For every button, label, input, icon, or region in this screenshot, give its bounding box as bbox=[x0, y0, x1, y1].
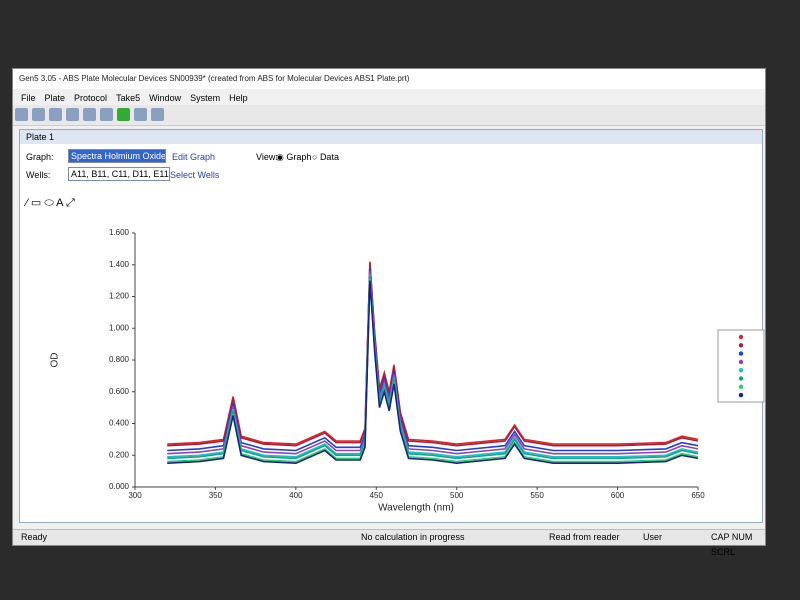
plate-title: Plate 1 bbox=[20, 130, 762, 144]
status-reader: Read from reader bbox=[549, 532, 620, 542]
view-graph[interactable]: ◉ Graph bbox=[276, 152, 312, 162]
tool-button[interactable] bbox=[100, 108, 113, 121]
view-label: View: bbox=[256, 152, 278, 162]
graph-label: Graph: bbox=[26, 152, 54, 162]
view-data[interactable]: ○ Data bbox=[312, 152, 339, 162]
status-keys: CAP NUM SCRL bbox=[711, 532, 753, 557]
tool-button[interactable] bbox=[32, 108, 45, 121]
status-calc: No calculation in progress bbox=[361, 532, 465, 542]
tool-button[interactable] bbox=[66, 108, 79, 121]
graph-select[interactable]: Spectra Holmium Oxide Spectrum bbox=[68, 149, 166, 163]
view-option: Data bbox=[319, 152, 339, 162]
select-wells[interactable]: Select Wells bbox=[170, 170, 220, 180]
edit-graph[interactable]: Edit Graph bbox=[172, 152, 216, 162]
menu-item[interactable]: File bbox=[21, 93, 36, 103]
title-bar: Gen5 3.05 - ABS Plate Molecular Devices … bbox=[13, 69, 765, 89]
drawing-tools[interactable]: ∕ ▭ ⬭ A ⤢ bbox=[26, 197, 75, 209]
plate-window: Plate 1 Graph: Spectra Holmium Oxide Spe… bbox=[19, 129, 763, 523]
tool-button[interactable] bbox=[134, 108, 147, 121]
menu-item[interactable]: Protocol bbox=[74, 93, 108, 103]
wells-label: Wells: bbox=[26, 170, 51, 180]
wells-field[interactable]: A11, B11, C11, D11, E11, F11, G11, H11 bbox=[68, 167, 170, 181]
menu-bar: File Plate Protocol Take5 Window System Help bbox=[13, 91, 765, 105]
app-window: Gen5 3.05 - ABS Plate Molecular Devices … bbox=[12, 68, 766, 557]
run-button[interactable] bbox=[117, 108, 130, 121]
menu-item[interactable]: Window bbox=[149, 93, 182, 103]
status-bar: Ready No calculation in progress Read fr… bbox=[13, 529, 765, 557]
tool-button[interactable] bbox=[15, 108, 28, 121]
view-option: Graph bbox=[286, 152, 312, 162]
menu-item[interactable]: Take5 bbox=[116, 93, 141, 103]
menu-item[interactable]: Plate bbox=[44, 93, 66, 103]
tool-button[interactable] bbox=[151, 108, 164, 121]
menu-item[interactable]: Help bbox=[229, 93, 248, 103]
tool-button[interactable] bbox=[49, 108, 62, 121]
status-ready: Ready bbox=[21, 532, 48, 542]
status-user: User bbox=[643, 532, 663, 542]
tool-button[interactable] bbox=[83, 108, 96, 121]
toolbar bbox=[13, 105, 765, 126]
menu-item[interactable]: System bbox=[190, 93, 221, 103]
window-title: Gen5 3.05 - ABS Plate Molecular Devices … bbox=[19, 74, 410, 83]
